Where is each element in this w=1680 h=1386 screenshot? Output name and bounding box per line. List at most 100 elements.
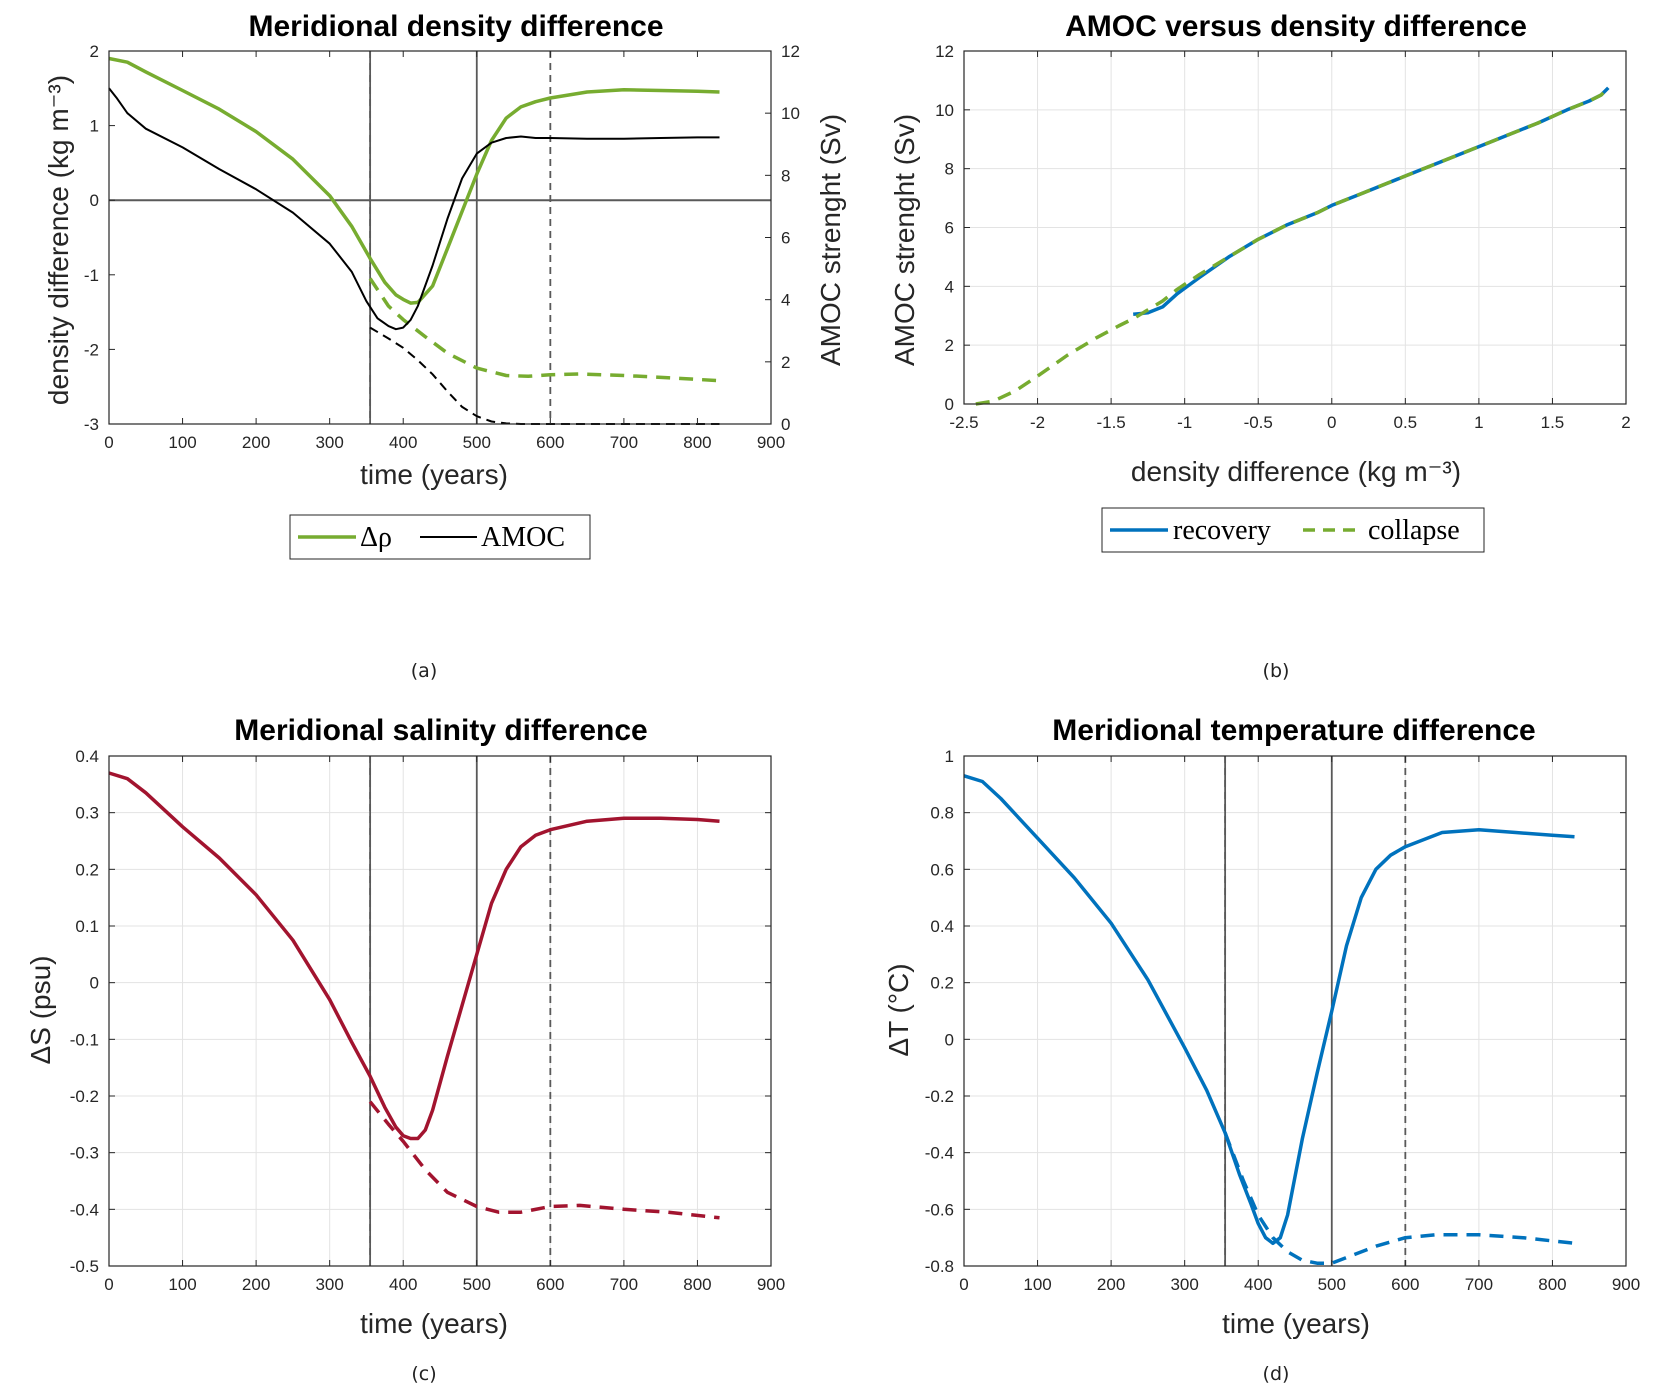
series-b-collapse-line — [975, 86, 1610, 406]
caption-c: (c) — [411, 1363, 436, 1385]
x-tick-label-c: 800 — [683, 1275, 711, 1294]
y-tick-label-b: 10 — [935, 101, 954, 120]
x-tick-label-b: 2 — [1621, 413, 1630, 432]
x-tick-label-a: 400 — [389, 433, 417, 452]
axes-frame-d — [963, 755, 1627, 1267]
legend-a: Δρ AMOC — [289, 514, 591, 560]
y2-tick-label-a: 8 — [781, 166, 790, 185]
x-tick-label-b: -2.5 — [949, 413, 978, 432]
x-tick-label-d: 500 — [1318, 1275, 1346, 1294]
chart-a-y2label: AMOC strenght (Sv) — [815, 114, 846, 366]
x-tick-label-b: -1 — [1177, 413, 1192, 432]
y-tick-label-c: 0.1 — [75, 917, 99, 936]
x-tick-label-d: 600 — [1391, 1275, 1419, 1294]
y-tick-label-c: 0.2 — [75, 860, 99, 879]
x-tick-label-a: 500 — [463, 433, 491, 452]
y-tick-label-c: 0.4 — [75, 747, 99, 766]
y-tick-label-c: 0 — [90, 974, 99, 993]
x-tick-label-d: 300 — [1170, 1275, 1198, 1294]
x-tick-label-b: -2 — [1030, 413, 1045, 432]
panel-a: Meridional density difference time (year… — [43, 10, 846, 682]
y-tick-label-d: -0.8 — [925, 1257, 954, 1276]
x-tick-label-c: 700 — [610, 1275, 638, 1294]
y-tick-label-d: 1 — [945, 747, 954, 766]
x-tick-label-d: 200 — [1097, 1275, 1125, 1294]
chart-a-ylabel: density difference (kg m⁻³) — [43, 75, 74, 405]
y-tick-label-c: -0.1 — [70, 1030, 99, 1049]
x-tick-label-c: 0 — [104, 1275, 113, 1294]
series-c-0-line — [108, 771, 720, 1141]
y-tick-label-d: -0.6 — [925, 1200, 954, 1219]
x-tick-label-c: 100 — [168, 1275, 196, 1294]
y-tick-label-b: 0 — [945, 395, 954, 414]
chart-a-xlabel: time (years) — [360, 459, 508, 490]
caption-d: (d) — [1263, 1363, 1290, 1385]
series-b-recovery-line — [1133, 86, 1610, 317]
chart-c-xlabel: time (years) — [360, 1308, 508, 1339]
x-tick-label-c: 200 — [242, 1275, 270, 1294]
y-tick-label-b: 6 — [945, 219, 954, 238]
x-tick-label-a: 200 — [242, 433, 270, 452]
chart-d-ylabel: ΔT (°C) — [883, 963, 914, 1056]
x-tick-label-b: 0 — [1327, 413, 1336, 432]
y-tick-label-d: 0.2 — [930, 974, 954, 993]
legend-a-label-drho: Δρ — [360, 522, 392, 553]
x-tick-label-c: 300 — [315, 1275, 343, 1294]
caption-a: (a) — [411, 660, 437, 682]
x-tick-label-a: 700 — [610, 433, 638, 452]
axes-frame-c — [108, 755, 772, 1267]
chart-d-xlabel: time (years) — [1222, 1308, 1370, 1339]
chart-c-ylabel: ΔS (psu) — [25, 956, 56, 1065]
y-tick-label-c: -0.4 — [70, 1200, 99, 1219]
x-tick-label-b: -1.5 — [1096, 413, 1125, 432]
x-tick-label-d: 400 — [1244, 1275, 1272, 1294]
chart-b-xlabel: density difference (kg m⁻³) — [1131, 456, 1461, 487]
y-tick-label-d: 0.8 — [930, 804, 954, 823]
x-tick-label-c: 900 — [757, 1275, 785, 1294]
y-tick-label-d: 0.4 — [930, 917, 954, 936]
y-tick-label-a: 0 — [90, 191, 99, 210]
y-tick-label-b: 8 — [945, 160, 954, 179]
x-tick-label-c: 600 — [536, 1275, 564, 1294]
legend-b-label-collapse: collapse — [1368, 515, 1460, 546]
x-tick-label-c: 500 — [463, 1275, 491, 1294]
plot-area-a — [109, 51, 771, 424]
series-d-1-line — [1223, 1132, 1575, 1265]
y2-tick-label-a: 12 — [781, 42, 800, 61]
caption-b: (b) — [1263, 660, 1290, 682]
x-tick-label-a: 0 — [104, 433, 113, 452]
series-c-1-line — [368, 1100, 720, 1220]
y-tick-label-a: 1 — [90, 117, 99, 136]
y2-tick-label-a: 10 — [781, 104, 800, 123]
x-tick-label-b: -0.5 — [1244, 413, 1273, 432]
panel-c: Meridional salinity difference time (yea… — [25, 714, 785, 1385]
y-tick-label-c: -0.3 — [70, 1144, 99, 1163]
series-a-amoc-line — [108, 87, 720, 331]
y-tick-label-a: -1 — [84, 266, 99, 285]
x-tick-label-a: 100 — [168, 433, 196, 452]
chart-a-title: Meridional density difference — [248, 10, 663, 43]
legend-b-label-recovery: recovery — [1173, 515, 1271, 546]
chart-b-ylabel: AMOC strenght (Sv) — [889, 114, 920, 366]
y-tick-label-a: -2 — [84, 340, 99, 359]
plot-area-c — [109, 756, 771, 1266]
x-tick-label-a: 800 — [683, 433, 711, 452]
y2-tick-label-a: 6 — [781, 229, 790, 248]
x-tick-label-b: 1 — [1474, 413, 1483, 432]
y-tick-label-a: -3 — [84, 415, 99, 434]
chart-d-title: Meridional temperature difference — [1052, 714, 1535, 747]
chart-c-title: Meridional salinity difference — [234, 714, 647, 747]
x-tick-label-d: 800 — [1538, 1275, 1566, 1294]
y-tick-label-c: 0.3 — [75, 804, 99, 823]
x-tick-label-a: 300 — [315, 433, 343, 452]
x-tick-label-d: 900 — [1612, 1275, 1640, 1294]
y2-tick-label-a: 2 — [781, 353, 790, 372]
y2-tick-label-a: 4 — [781, 291, 790, 310]
y-tick-label-d: 0 — [945, 1030, 954, 1049]
y2-tick-label-a: 0 — [781, 415, 790, 434]
y-tick-label-d: -0.4 — [925, 1144, 954, 1163]
y-tick-label-b: 2 — [945, 336, 954, 355]
series-a--collapse-line — [368, 277, 720, 383]
y-tick-label-c: -0.2 — [70, 1087, 99, 1106]
